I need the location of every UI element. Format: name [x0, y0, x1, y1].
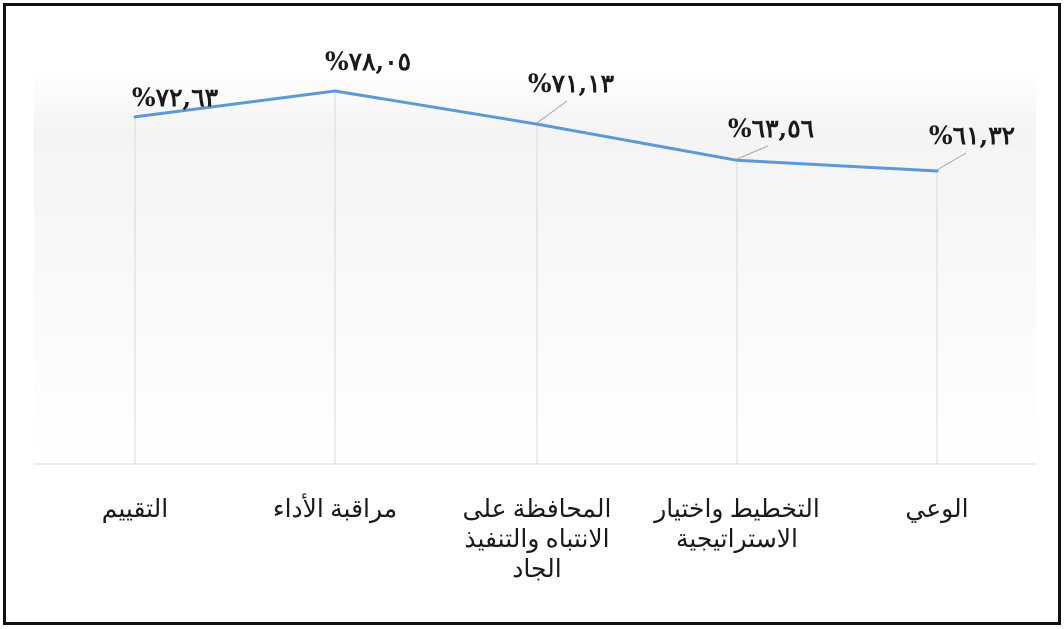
category-label-line: المحافظة على	[463, 496, 612, 523]
category-label-line: الاستراتيجية	[676, 526, 798, 554]
category-label-line: الانتباه والتنفيذ	[464, 526, 609, 554]
category-label: التقييم	[102, 496, 168, 523]
leader-lines	[536, 100, 967, 171]
data-label: %٧١,١٣	[528, 69, 615, 98]
category-label-line: التخطيط واختيار	[652, 496, 820, 524]
category-label-line: التقييم	[102, 496, 168, 523]
data-label-group: %٧٢,٦٣ %٧٨,٠٥ %٧١,١٣ %٦٣,٥٦ %٦١,٣٢	[132, 47, 1015, 150]
category-label-line: مراقبة الأداء	[273, 492, 397, 524]
leader-line	[936, 152, 967, 171]
data-label: %٧٨,٠٥	[325, 47, 411, 76]
leader-line	[536, 100, 568, 124]
category-label: مراقبة الأداء	[273, 492, 397, 524]
data-label: %٦٣,٥٦	[728, 114, 814, 143]
data-label: %٦١,٣٢	[929, 121, 1015, 150]
grid-lines	[134, 91, 938, 464]
category-label: الوعي	[905, 496, 968, 524]
category-label-group: التقييم مراقبة الأداء المحافظة على الانتباه…	[102, 492, 969, 583]
series-line-group	[133, 89, 939, 173]
series-line	[133, 89, 939, 173]
category-label-line: الوعي	[905, 496, 968, 524]
category-label-line: الجاد	[512, 556, 561, 583]
leader-line	[736, 145, 769, 160]
plot-area	[34, 72, 1036, 464]
data-label: %٧٢,٦٣	[132, 83, 219, 112]
